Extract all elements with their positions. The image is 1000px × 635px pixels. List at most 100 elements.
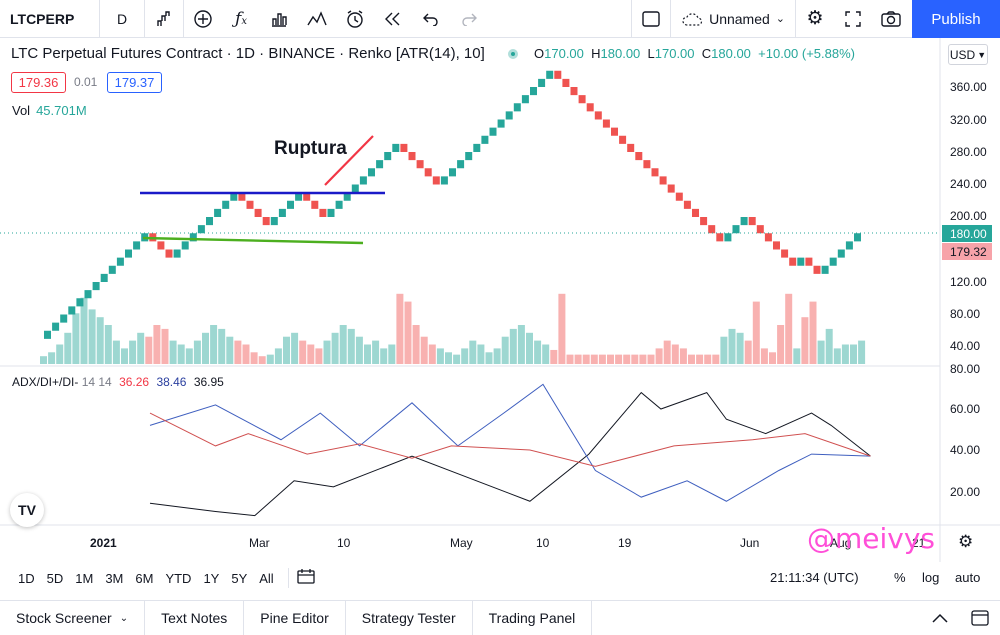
volume-bar: [793, 348, 801, 364]
range-button[interactable]: 1D: [18, 570, 35, 586]
volume-bar: [760, 348, 768, 364]
renko-brick: [222, 200, 230, 209]
volume-bar: [607, 354, 614, 364]
toolbar-divider: [795, 0, 796, 38]
percent-scale-toggle[interactable]: %: [894, 570, 906, 585]
renko-brick: [667, 184, 675, 193]
volume-bar: [323, 340, 331, 364]
time-axis-label: 10: [337, 536, 351, 550]
tab-trading-panel[interactable]: Trading Panel: [473, 600, 593, 635]
range-button[interactable]: YTD: [165, 570, 192, 586]
layout-name-button[interactable]: Unnamed ⌄: [671, 11, 795, 27]
volume-bar: [274, 348, 282, 364]
renko-brick: [837, 249, 845, 258]
interval-button[interactable]: D: [116, 10, 128, 27]
publish-button[interactable]: Publish: [912, 0, 1000, 38]
currency-button[interactable]: USD ▼: [948, 44, 988, 65]
volume-bar: [412, 325, 420, 364]
volume-bar: [226, 336, 234, 364]
renko-brick: [489, 127, 497, 136]
chevron-down-icon: ⌄: [775, 13, 785, 25]
renko-brick: [287, 200, 294, 209]
range-button[interactable]: All: [259, 570, 274, 586]
volume-bar: [833, 348, 841, 364]
volume-bar: [169, 340, 177, 364]
sell-button[interactable]: 179.36: [11, 72, 66, 93]
renko-brick: [797, 257, 805, 266]
settings-gear-icon[interactable]: ⚙: [806, 8, 824, 29]
volume-bar: [825, 328, 833, 364]
add-indicator-plus-icon[interactable]: [184, 0, 222, 38]
chart-canvas[interactable]: [0, 38, 1000, 562]
time-axis-label: 10: [536, 536, 550, 550]
templates-icon[interactable]: [260, 0, 298, 38]
volume-bar: [485, 352, 493, 364]
range-button[interactable]: 1Y: [203, 570, 220, 586]
volume-bar: [550, 349, 558, 364]
renko-brick: [238, 192, 246, 201]
volume-bar: [112, 340, 120, 364]
volume-bar: [64, 332, 72, 364]
tab-pine-editor[interactable]: Pine Editor: [244, 600, 346, 635]
volume-bar: [283, 336, 290, 364]
maximize-icon[interactable]: [834, 0, 872, 38]
breakout-annotation[interactable]: Ruptura: [274, 138, 347, 159]
chart-title: LTC Perpetual Futures Contract · 1D · BI…: [11, 45, 485, 62]
volume-bar: [785, 293, 793, 364]
volume-bar: [598, 354, 606, 364]
renko-brick: [530, 87, 537, 96]
volume-bar: [40, 356, 47, 364]
volume-bar: [299, 340, 307, 364]
redo-icon[interactable]: [450, 0, 488, 38]
volume-bar: [121, 348, 128, 364]
volume-bar: [436, 348, 444, 364]
renko-brick: [554, 70, 562, 79]
volume-bar: [817, 340, 825, 364]
volume-bar: [477, 344, 485, 364]
log-scale-toggle[interactable]: log: [922, 570, 940, 585]
symbol-search-button[interactable]: LTCPERP: [0, 0, 100, 38]
collapse-panel-chevron-icon[interactable]: [920, 613, 960, 623]
time-axis-label: Jun: [740, 536, 760, 550]
range-button[interactable]: 6M: [135, 570, 154, 586]
range-button[interactable]: 5Y: [231, 570, 248, 586]
bottom-panel-tabs: Stock Screener ⌄ Text Notes Pine Editor S…: [0, 600, 1000, 635]
chevron-down-icon: ⌄: [119, 612, 129, 624]
renko-brick: [125, 249, 132, 258]
renko-brick: [246, 200, 254, 209]
utc-clock[interactable]: 21:11:34 (UTC): [770, 570, 859, 585]
axis-settings-gear-icon[interactable]: ⚙: [958, 532, 974, 551]
volume-bar: [501, 336, 509, 364]
auto-scale-toggle[interactable]: auto: [955, 570, 981, 585]
time-axis-label: Mar: [249, 536, 270, 550]
alert-clock-icon[interactable]: [336, 0, 374, 38]
goto-date-icon[interactable]: [297, 568, 315, 589]
tab-text-notes[interactable]: Text Notes: [145, 600, 245, 635]
market-open-dot-icon: [508, 49, 518, 59]
volume-bar: [655, 348, 663, 364]
adx-axis-label: 60.00: [950, 402, 981, 416]
fx-indicators-icon[interactable]: ƒx: [235, 8, 247, 29]
replay-icon[interactable]: [374, 0, 412, 38]
range-button[interactable]: 5D: [46, 570, 64, 586]
renko-brick: [449, 168, 456, 177]
volume-bar: [258, 356, 266, 364]
maximize-panel-icon[interactable]: [960, 610, 1000, 626]
compare-icon[interactable]: [298, 0, 336, 38]
renko-brick: [400, 143, 408, 152]
undo-icon[interactable]: [412, 0, 450, 38]
chart-type-icon[interactable]: [145, 0, 183, 38]
buy-button[interactable]: 179.37: [107, 72, 162, 93]
spread-value: 0.01: [74, 75, 98, 89]
toolbar-divider: [144, 0, 145, 38]
adx-axis-label: 40.00: [950, 443, 981, 457]
tab-strategy-tester[interactable]: Strategy Tester: [346, 600, 473, 635]
camera-icon[interactable]: [872, 0, 910, 38]
range-button[interactable]: 1M: [75, 570, 94, 586]
tab-stock-screener[interactable]: Stock Screener ⌄: [0, 600, 146, 635]
fullscreen-square-icon[interactable]: [632, 0, 670, 38]
volume-bar: [461, 348, 469, 364]
range-button[interactable]: 3M: [105, 570, 124, 586]
renko-brick: [416, 160, 424, 169]
tradingview-logo-icon[interactable]: TV: [10, 493, 44, 527]
